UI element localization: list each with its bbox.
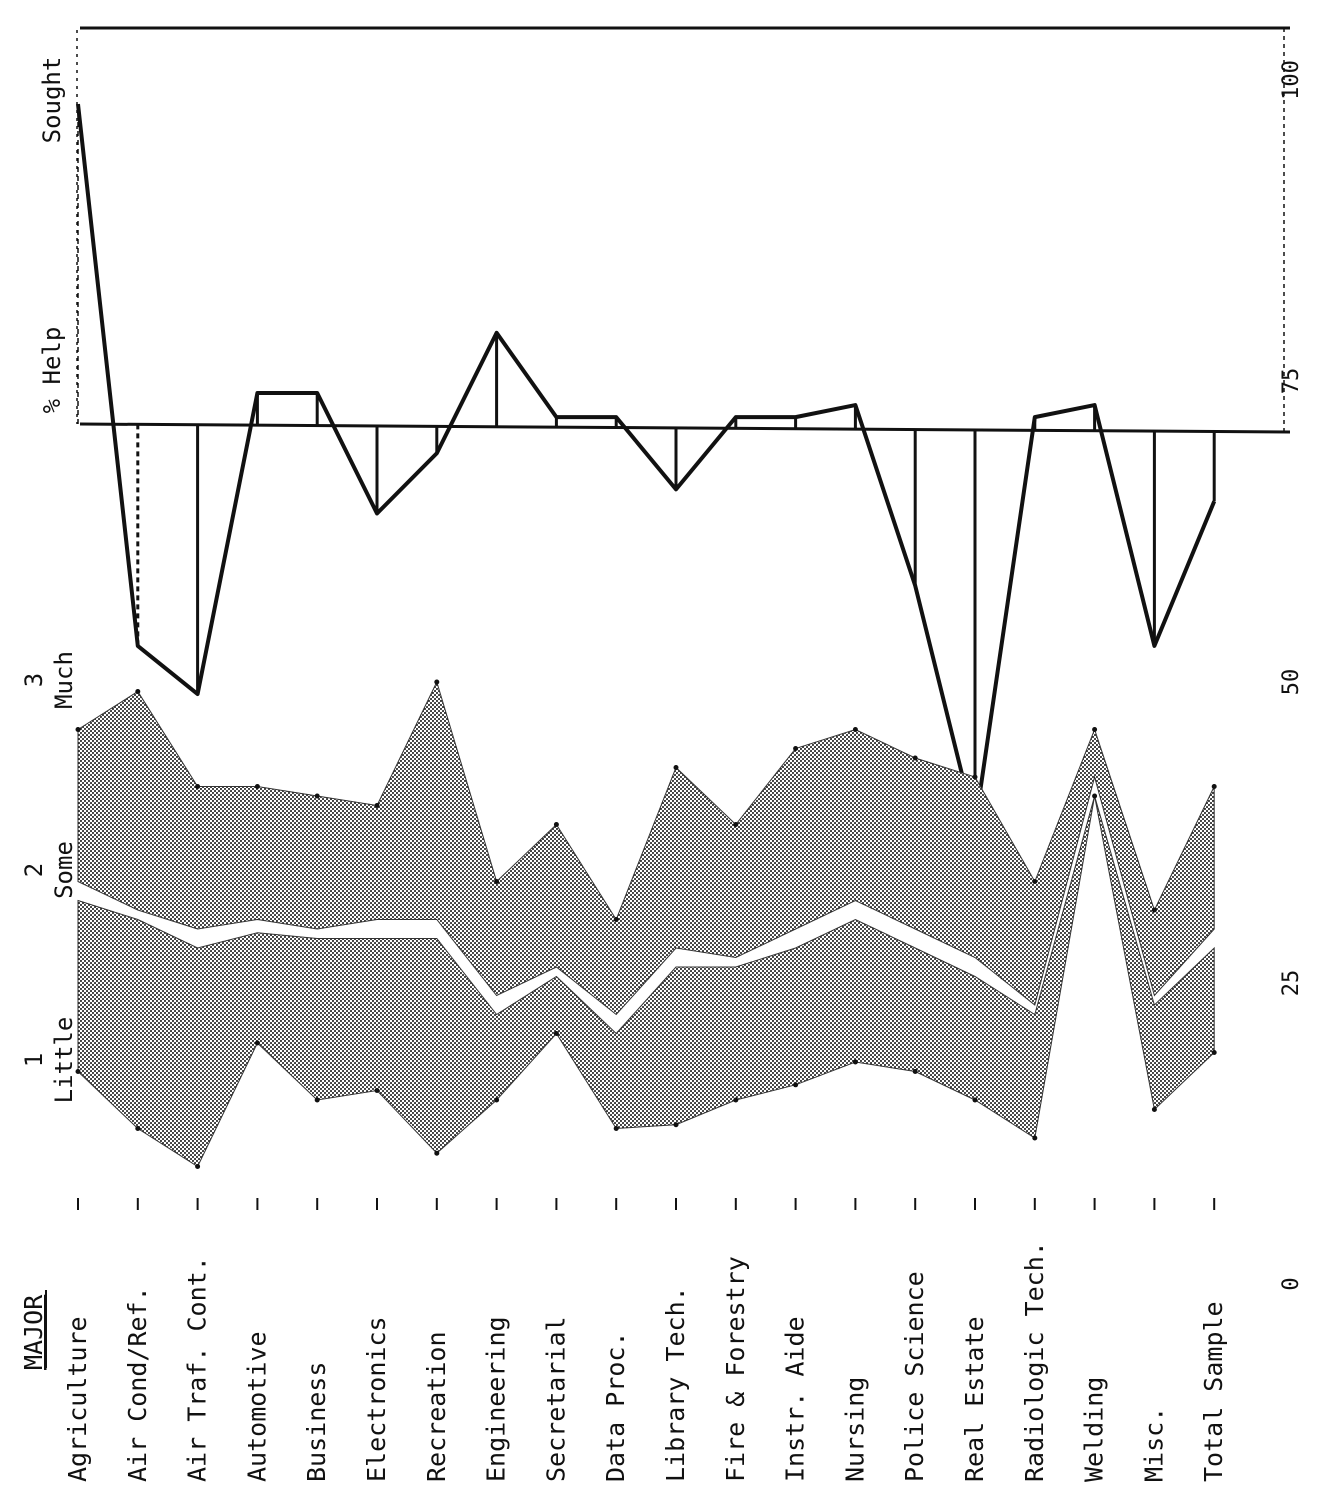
lower-point-17 (1092, 793, 1098, 799)
upper-point-2 (195, 784, 201, 789)
upper-shaded-band (77, 680, 1215, 1016)
top-tick-label-4: 100 (1279, 60, 1304, 100)
upper-point-4 (314, 793, 320, 799)
upper-point-7 (494, 879, 500, 884)
lower-point-6 (434, 1150, 440, 1156)
major-heading: MAJOR (19, 1294, 48, 1370)
upper-point-17 (1092, 727, 1098, 732)
category-label-14: Police Science (900, 1271, 929, 1482)
category-label-9: Data Proc. (601, 1331, 630, 1482)
top-tick-label-3: 75 (1279, 368, 1304, 395)
scale-number-1: 2 (20, 863, 48, 877)
lower-point-15 (972, 1097, 978, 1103)
lower-point-16 (1032, 1135, 1038, 1141)
upper-point-1 (135, 689, 141, 694)
category-label-16: Radiologic Tech. (1020, 1241, 1049, 1482)
upper-point-10 (673, 765, 679, 770)
lower-point-12 (793, 1082, 799, 1088)
category-label-15: Real Estate (960, 1316, 989, 1482)
top-tick-label-0: 0 (1279, 1277, 1304, 1290)
lower-point-3 (254, 1040, 260, 1046)
category-label-8: Secretarial (541, 1316, 570, 1482)
category-label-4: Business (302, 1362, 331, 1482)
category-label-6: Recreation (422, 1331, 451, 1482)
lower-point-18 (1151, 1107, 1157, 1112)
category-label-2: Air Traf. Cont. (183, 1256, 212, 1482)
upper-point-18 (1151, 907, 1157, 913)
top-baseline (79, 422, 1291, 434)
upper-point-11 (733, 822, 739, 827)
lower-point-4 (314, 1097, 320, 1103)
lower-point-0 (75, 1069, 81, 1074)
upper-point-15 (972, 774, 978, 780)
top-tick-label-1: 25 (1279, 970, 1304, 997)
lower-point-2 (195, 1164, 201, 1169)
upper-point-13 (852, 727, 858, 732)
category-label-18: Misc. (1139, 1407, 1168, 1482)
lower-point-7 (494, 1097, 500, 1103)
upper-point-8 (553, 822, 559, 827)
upper-point-14 (912, 755, 918, 761)
top-ylabel-help: % Help (38, 327, 66, 414)
lower-point-5 (374, 1088, 380, 1093)
category-label-1: Air Cond/Ref. (123, 1286, 152, 1482)
lower-point-11 (733, 1097, 739, 1103)
top-tick-label-2: 50 (1279, 669, 1304, 696)
upper-point-12 (793, 746, 799, 751)
scale-number-2: 3 (20, 673, 48, 687)
lower-point-9 (613, 1126, 619, 1131)
category-label-19: Total Sample (1199, 1301, 1228, 1482)
category-label-10: Library Tech. (661, 1286, 690, 1482)
scale-number-0: 1 (20, 1053, 48, 1067)
lower-point-1 (135, 1126, 141, 1131)
category-label-11: Fire & Forestry (721, 1256, 750, 1482)
help-sought-line (76, 103, 1217, 829)
top-ylabel-sought: Sought (38, 57, 66, 144)
help-sought-chart: 0 25 50 75 100 % Help Sought (38, 26, 1304, 1291)
upper-point-6 (434, 679, 440, 685)
lower-point-14 (912, 1069, 918, 1074)
major-labels: Agriculture Air Cond/Ref. Air Traf. Cont. A… (19, 1241, 1228, 1482)
scale-label-0: Little (50, 1017, 78, 1104)
upper-point-5 (374, 803, 380, 808)
category-label-17: Welding (1080, 1377, 1109, 1482)
category-label-5: Electronics (362, 1316, 391, 1482)
lower-point-10 (673, 1122, 679, 1128)
scale-label-1: Some (50, 841, 78, 899)
scale-label-2: Much (50, 651, 78, 709)
category-label-3: Automotive (242, 1331, 271, 1482)
category-label-0: Agriculture (63, 1316, 92, 1482)
lower-point-19 (1211, 1050, 1217, 1055)
lower-point-8 (553, 1031, 559, 1036)
category-label-7: Engineering (482, 1316, 511, 1482)
upper-point-16 (1032, 879, 1038, 884)
category-label-12: Instr. Aide (781, 1316, 810, 1482)
upper-point-9 (613, 917, 619, 922)
lower-point-13 (852, 1059, 858, 1065)
upper-point-0 (75, 727, 81, 732)
upper-point-19 (1211, 784, 1217, 789)
upper-point-3 (254, 784, 260, 789)
category-label-13: Nursing (840, 1377, 869, 1482)
